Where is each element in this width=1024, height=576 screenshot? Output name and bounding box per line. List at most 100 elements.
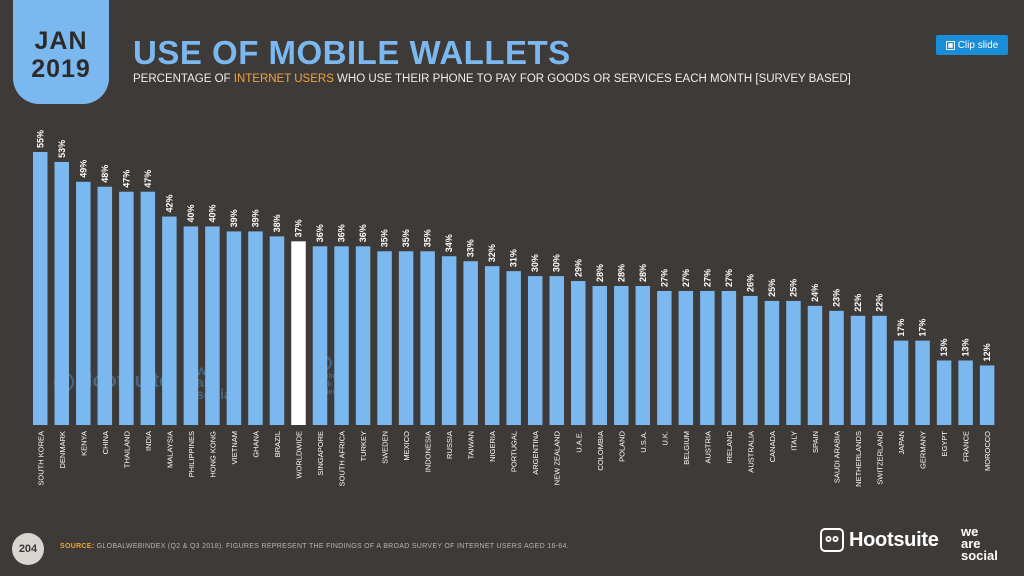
watermark-gwi-line: global xyxy=(318,373,339,380)
bar-poland xyxy=(614,286,629,425)
value-label: 30% xyxy=(530,254,540,272)
category-label: U.K. xyxy=(660,431,669,446)
bar-portugal xyxy=(506,271,521,425)
category-label: SWEDEN xyxy=(381,431,390,464)
category-label: THAILAND xyxy=(122,430,131,468)
subtitle-highlight: INTERNET USERS xyxy=(233,73,334,85)
value-label: 29% xyxy=(573,259,583,277)
bar-australia xyxy=(743,295,758,425)
value-label: 28% xyxy=(595,264,605,282)
value-label: 36% xyxy=(358,224,368,242)
bar-japan xyxy=(893,340,909,425)
bar-ghana xyxy=(248,231,263,425)
hootsuite-logo: Hootsuite xyxy=(820,528,939,552)
value-label: 47% xyxy=(121,170,131,188)
category-label: MALAYSIA xyxy=(165,431,174,468)
category-label: TURKEY xyxy=(359,431,368,461)
bar-spain xyxy=(807,305,823,425)
slide-subtitle: PERCENTAGE OF INTERNET USERS WHO USE THE… xyxy=(133,73,851,85)
page-number: 204 xyxy=(12,533,44,565)
bar-belgium xyxy=(678,290,694,425)
bar-france xyxy=(958,360,973,425)
category-label: CANADA xyxy=(768,431,777,462)
category-label: NEW ZEALAND xyxy=(553,430,562,485)
bar-thailand xyxy=(119,191,134,425)
value-label: 28% xyxy=(616,264,626,282)
category-label: IRELAND xyxy=(725,430,734,463)
category-label: INDIA xyxy=(144,431,153,451)
value-label: 53% xyxy=(57,140,67,158)
bar-canada xyxy=(764,300,780,425)
bar-u-s-a xyxy=(635,286,651,425)
bar-switzerland xyxy=(872,315,887,425)
value-label: 22% xyxy=(853,294,863,312)
clip-slide-button[interactable]: Clip slide xyxy=(936,35,1008,55)
source-label: SOURCE: xyxy=(60,543,95,550)
category-label: PHILIPPINES xyxy=(187,431,196,477)
value-label: 40% xyxy=(207,204,217,222)
category-label: NIGERIA xyxy=(488,431,497,462)
value-label: 25% xyxy=(788,279,798,297)
bar-malaysia xyxy=(162,216,177,425)
category-label: GERMANY xyxy=(919,431,928,469)
category-label: JAPAN xyxy=(897,431,906,455)
category-label: SOUTH AFRICA xyxy=(338,431,347,486)
bar-morocco xyxy=(979,365,995,425)
hootsuite-owl-icon xyxy=(820,528,844,552)
value-label: 12% xyxy=(982,343,992,361)
value-label: 39% xyxy=(250,209,260,227)
bar-philippines xyxy=(183,226,199,425)
value-label: 13% xyxy=(939,338,949,356)
bar-austria xyxy=(700,290,715,425)
category-label: ARGENTINA xyxy=(531,431,540,475)
category-label: SAUDI ARABIA xyxy=(832,431,841,483)
category-label: ITALY xyxy=(789,431,798,451)
category-label: GHANA xyxy=(251,431,260,458)
value-label: 32% xyxy=(487,244,497,262)
value-label: 38% xyxy=(272,214,282,232)
category-label: INDONESIA xyxy=(424,431,433,472)
source-note: SOURCE: GLOBALWEBINDEX (Q2 & Q3 2018). F… xyxy=(60,543,569,550)
value-label: 40% xyxy=(186,204,196,222)
clip-icon xyxy=(945,40,955,50)
bar-singapore xyxy=(312,246,328,425)
bar-south-africa xyxy=(334,246,349,425)
category-label: EGYPT xyxy=(940,431,949,457)
date-month: JAN xyxy=(34,27,88,55)
bar-china xyxy=(97,186,113,425)
value-label: 27% xyxy=(681,269,691,287)
date-year: 2019 xyxy=(31,55,91,83)
bar-sweden xyxy=(377,251,392,425)
category-label: AUSTRIA xyxy=(703,431,712,464)
value-label: 35% xyxy=(380,229,390,247)
category-label: CHINA xyxy=(101,431,110,454)
value-label: 13% xyxy=(961,338,971,356)
bar-u-k xyxy=(657,290,672,425)
value-label: 27% xyxy=(702,269,712,287)
date-badge: JAN 2019 xyxy=(13,0,109,104)
bar-brazil xyxy=(269,236,285,425)
bar-italy xyxy=(786,300,801,425)
bar-india xyxy=(140,191,156,425)
category-label: BRAZIL xyxy=(273,431,282,457)
value-label: 26% xyxy=(745,274,755,292)
category-label: FRANCE xyxy=(962,431,971,462)
category-label: SWITZERLAND xyxy=(876,430,885,484)
clip-slide-label: Clip slide xyxy=(957,39,999,51)
bar-russia xyxy=(441,256,457,425)
bar-colombia xyxy=(592,286,608,425)
value-label: 37% xyxy=(293,219,303,237)
subtitle-prefix: PERCENTAGE OF xyxy=(133,73,234,85)
category-label: COLOMBIA xyxy=(596,431,605,471)
bar-denmark xyxy=(54,161,70,425)
value-label: 36% xyxy=(337,224,347,242)
value-label: 28% xyxy=(638,264,648,282)
category-label: NETHERLANDS xyxy=(854,431,863,487)
source-text: GLOBALWEBINDEX (Q2 & Q3 2018). FIGURES R… xyxy=(94,543,569,550)
bar-turkey xyxy=(355,246,371,425)
value-label: 47% xyxy=(143,170,153,188)
value-label: 23% xyxy=(831,289,841,307)
category-label: MOROCCO xyxy=(983,431,992,471)
category-label: HONG KONG xyxy=(208,431,217,478)
